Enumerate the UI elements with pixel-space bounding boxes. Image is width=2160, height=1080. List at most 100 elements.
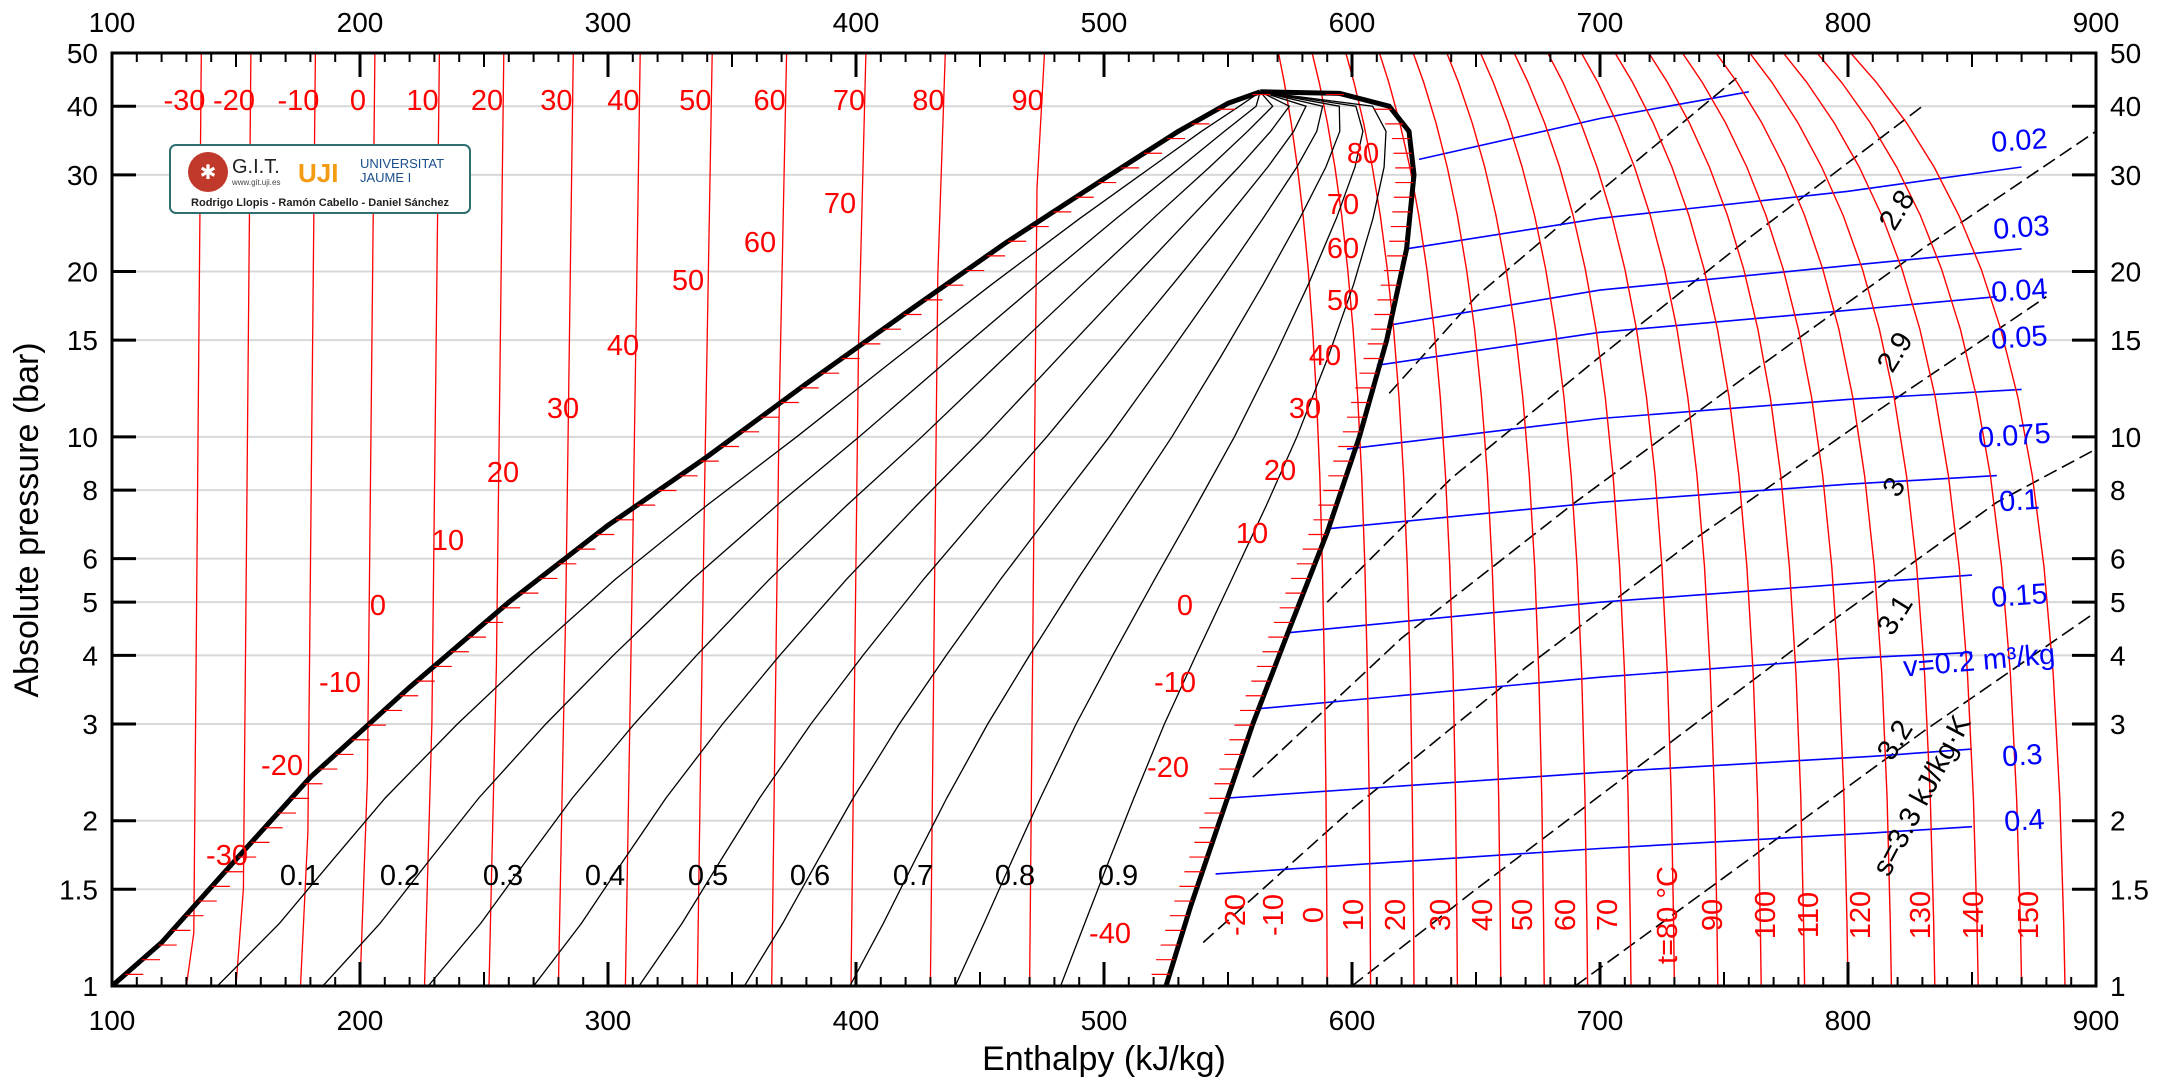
isochore-label: 0.02: [1990, 123, 2049, 159]
x-tick-label-bottom: 200: [337, 1005, 384, 1036]
isochore-line: [1289, 574, 1973, 634]
isotherm-vapor-line: [1513, 53, 1632, 986]
logo: ✱ G.I.T. www.git.uji.es UJI UNIVERSITAT …: [169, 144, 471, 214]
isotherm-liquid-label: -10: [278, 85, 320, 117]
sat-temp-liquid-label: 50: [672, 265, 704, 297]
y-tick-label-right: 4: [2110, 640, 2126, 671]
isotherm-vapor-line: [1614, 53, 1762, 986]
sat-temp-vapor-label: 50: [1327, 285, 1359, 317]
x-tick-label-top: 900: [2073, 7, 2120, 38]
isotherm-vapor-line: [1412, 53, 1502, 986]
y-tick-label-right: 10: [2110, 422, 2141, 453]
isotherm-vapor-label: 10: [1338, 899, 1370, 931]
y-tick-label-left: 10: [67, 422, 98, 453]
isotherm-vapor-line: [1748, 53, 1936, 986]
quality-line: [743, 91, 1324, 986]
isentrope-line: [1574, 611, 2096, 986]
quality-line: [216, 91, 1261, 986]
isotherm-liquid-line: [423, 53, 441, 986]
isochore-line: [1391, 248, 2022, 326]
isentrope-line: [1388, 77, 1737, 394]
isotherm-vapor-line: [1715, 53, 1893, 986]
quality-line: [427, 91, 1274, 986]
x-axis-label: Enthalpy (kJ/kg): [982, 1040, 1226, 1078]
sat-temp-vapor-label: 20: [1264, 455, 1296, 487]
sat-temp-liquid-label: 30: [547, 393, 579, 425]
x-tick-label-bottom: 300: [585, 1005, 632, 1036]
isochore-label: 0.15: [1990, 578, 2049, 614]
quality-line: [322, 91, 1261, 986]
y-tick-label-left: 4: [82, 640, 98, 671]
quality-label: 0.2: [380, 860, 420, 892]
isotherm-vapor-label: 120: [1845, 891, 1877, 939]
isochore-label: 0.04: [1990, 273, 2049, 309]
sat-temp-liquid-label: -10: [319, 667, 361, 699]
isochore-line: [1376, 295, 1997, 367]
sat-temp-liquid-label: 60: [744, 227, 776, 259]
y-tick-label-right: 40: [2110, 91, 2141, 122]
isotherm-liquid-line: [1028, 53, 1046, 986]
curve-labels: -30 -20 -10 0 10 20 30 40 50 60 70 80 90-30-20-10010…: [163, 85, 2056, 964]
isotherm-vapor-label: 30: [1425, 899, 1457, 931]
x-tick-label-bottom: 600: [1329, 1005, 1376, 1036]
sat-temp-vapor-label: 40: [1309, 340, 1341, 372]
isotherm-vapor-label: 100: [1750, 891, 1782, 939]
sat-temp-vapor-label: 30: [1289, 393, 1321, 425]
y-tick-label-left: 3: [82, 709, 98, 740]
isotherm-vapor-line: [1378, 53, 1459, 986]
sat-temp-vapor-label: -40: [1089, 918, 1131, 950]
y-tick-label-right: 30: [2110, 160, 2141, 191]
isotherm-liquid-label: 40: [607, 85, 639, 117]
isotherm-vapor-label: 90: [1697, 899, 1729, 931]
isochore-label: 0.03: [1992, 210, 2051, 246]
isotherm-liquid-line: [696, 53, 713, 986]
y-tick-label-right: 1.5: [2110, 874, 2149, 905]
quality-label: 0.3: [483, 860, 523, 892]
isotherm-liquid-line: [235, 53, 252, 986]
axis-ticks: 1001002002003003004004005005006006007007…: [59, 7, 2149, 1036]
y-tick-label-left: 2: [82, 806, 98, 837]
isotherm-liquid-line: [359, 53, 376, 986]
sat-temp-vapor-label: 70: [1327, 189, 1359, 221]
svg-text:✱: ✱: [200, 162, 217, 184]
y-tick-label-left: 5: [82, 587, 98, 618]
isotherm-liquid-line: [185, 53, 202, 986]
logo-univ-line1: UNIVERSITAT: [360, 156, 444, 171]
isotherm-liquid-label: 50: [679, 85, 711, 117]
isotherm-vapor-label: -20: [1220, 894, 1252, 936]
y-tick-label-left: 6: [82, 544, 98, 575]
quality-line: [533, 91, 1291, 986]
sat-temp-liquid-label: 20: [487, 457, 519, 489]
isotherm-vapor-line: [1546, 53, 1676, 986]
sat-temp-liquid-label: 70: [824, 188, 856, 220]
quality-label: 0.1: [280, 860, 320, 892]
y-tick-label-left: 1.5: [59, 874, 98, 905]
isotherm-vapor-line: [1681, 53, 1849, 986]
isotherm-liquid-label: 80: [912, 85, 944, 117]
isotherm-liquid-label: 70: [833, 85, 865, 117]
isochore-label: 0.05: [1990, 320, 2049, 356]
y-tick-label-right: 2: [2110, 806, 2126, 837]
x-tick-label-top: 800: [1825, 7, 1872, 38]
logo-univ-line2: JAUME I: [360, 170, 411, 185]
isotherm-vapor-line: [1782, 53, 1979, 986]
sat-temp-liquid-label: -20: [261, 750, 303, 782]
saturated-liquid-line: [112, 89, 1262, 986]
x-tick-label-top: 200: [337, 7, 384, 38]
y-tick-label-left: 40: [67, 91, 98, 122]
sat-temp-liquid-label: 10: [432, 525, 464, 557]
x-tick-label-top: 400: [833, 7, 880, 38]
isochore-line: [1215, 825, 1973, 875]
x-tick-label-top: 600: [1329, 7, 1376, 38]
isotherm-liquid-line: [488, 53, 505, 986]
y-tick-label-right: 8: [2110, 475, 2126, 506]
isotherm-vapor-label: -10: [1258, 894, 1290, 936]
quality-label: 0.7: [893, 860, 933, 892]
isotherm-vapor-label: t=80 °C: [1652, 866, 1684, 964]
isotherm-liquid-line: [624, 53, 641, 986]
isotherm-vapor-label: 20: [1380, 899, 1412, 931]
y-tick-label-right: 3: [2110, 709, 2126, 740]
x-tick-label-top: 300: [585, 7, 632, 38]
sat-temp-vapor-label: 10: [1236, 518, 1268, 550]
y-axis-label: Absolute pressure (bar): [8, 342, 46, 697]
